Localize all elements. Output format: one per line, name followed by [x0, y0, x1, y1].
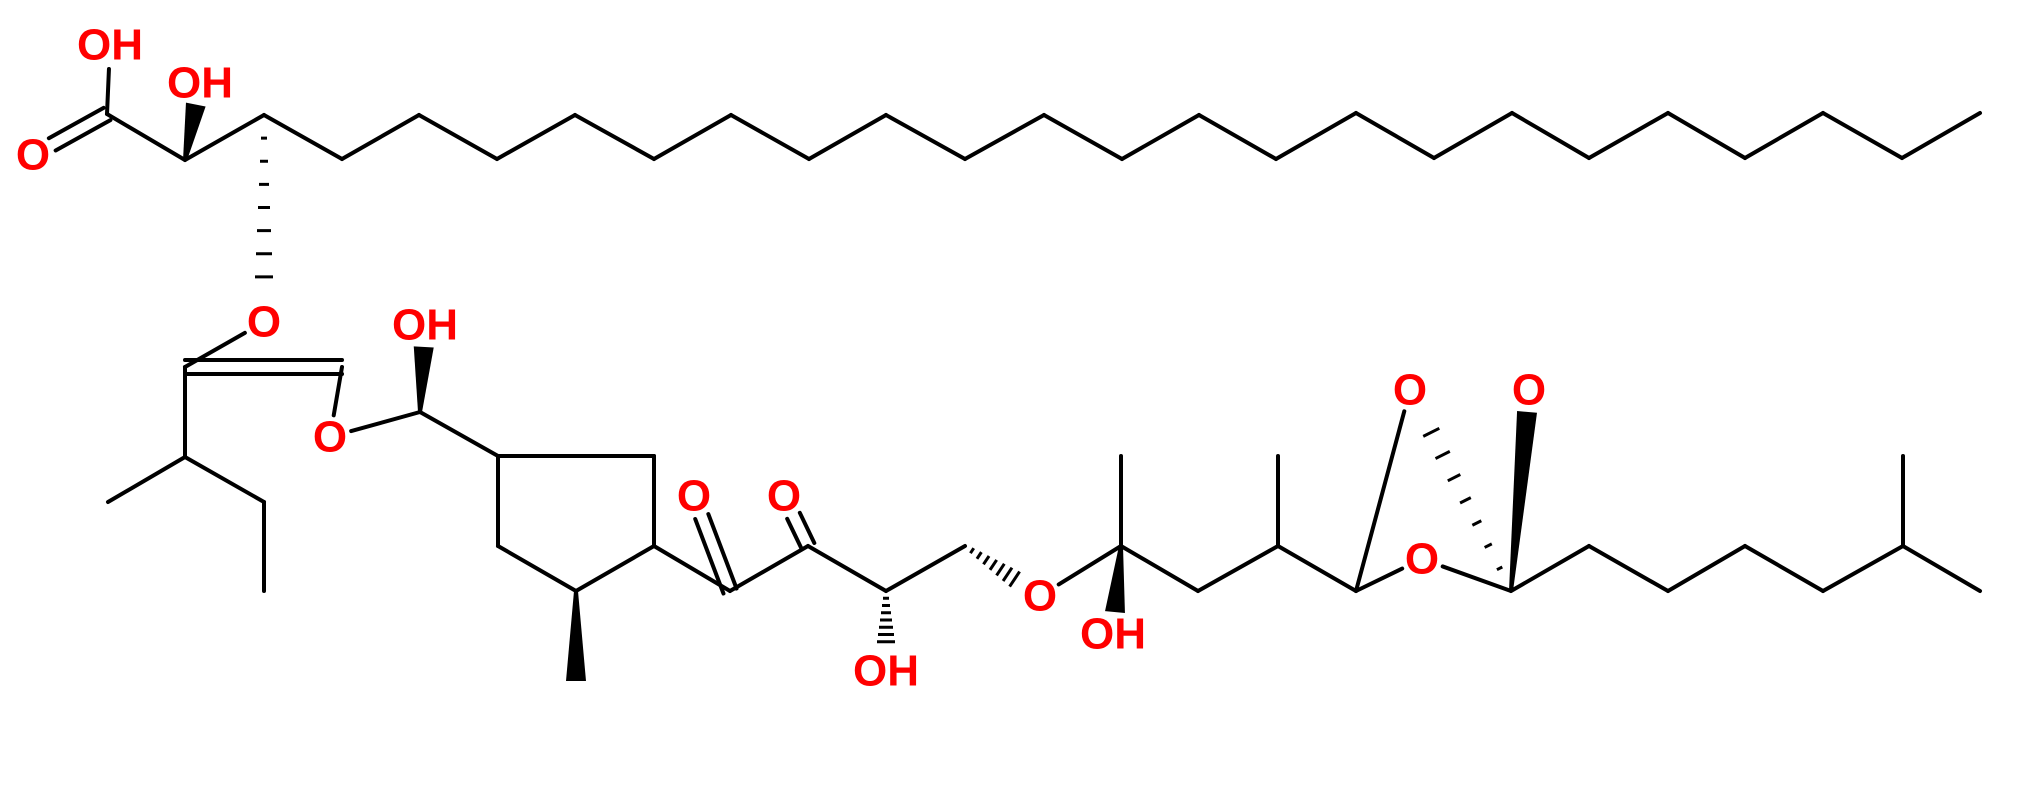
hydroxyl-label: OH: [77, 21, 143, 70]
oxygen-atom-label: O: [313, 413, 347, 462]
oxygen-atom-label: O: [1405, 535, 1439, 584]
hydroxyl-label: OH: [853, 647, 919, 696]
oxygen-atom-label: O: [1512, 366, 1546, 415]
hydroxyl-label: OH: [392, 301, 458, 350]
bonds-group: [49, 69, 1980, 681]
oxygen-atom-label: O: [1393, 366, 1427, 415]
hydroxyl-label: OH: [1080, 610, 1146, 659]
oxygen-atom-label: O: [16, 131, 50, 180]
chemical-structure-diagram: O OH OH O O OH O O OH O OH O O O: [0, 0, 2036, 810]
oxygen-atom-label: O: [1023, 572, 1057, 621]
oxygen-atom-label: O: [767, 472, 801, 521]
oxygen-atom-label: O: [677, 472, 711, 521]
oxygen-atom-label: O: [247, 298, 281, 347]
hydroxyl-label: OH: [167, 59, 233, 108]
